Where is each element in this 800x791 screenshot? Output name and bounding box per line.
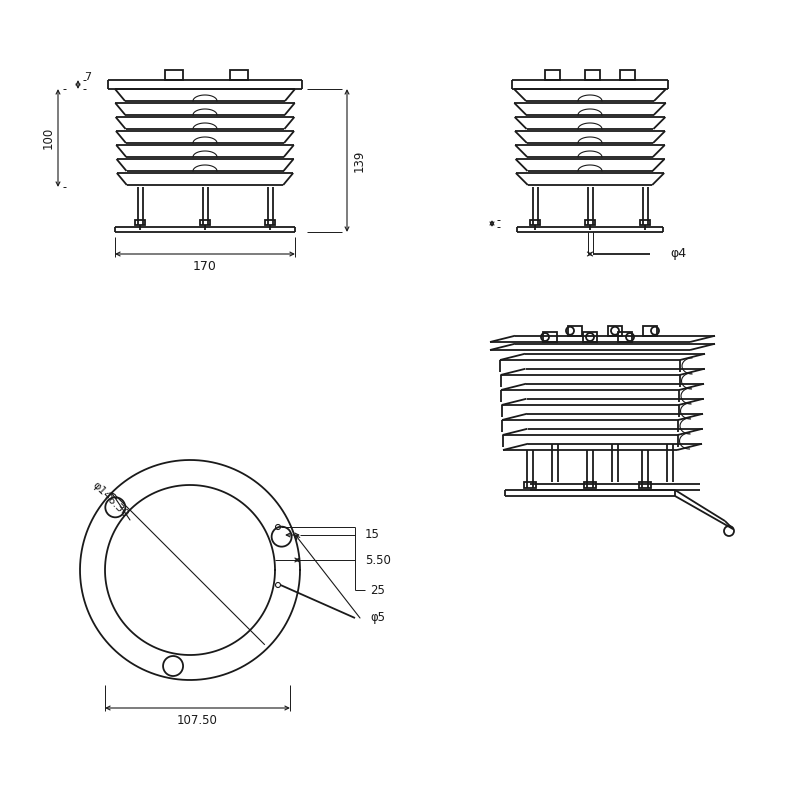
Bar	[135, 220, 145, 225]
Text: 107.50: 107.50	[177, 714, 218, 728]
Text: 5.50: 5.50	[365, 554, 391, 566]
Bar	[545, 70, 560, 80]
Bar	[200, 220, 210, 225]
Bar	[568, 326, 582, 335]
Bar	[639, 482, 651, 488]
Text: φ5: φ5	[370, 611, 385, 625]
Bar	[543, 332, 557, 342]
Bar	[524, 482, 536, 488]
Text: 100: 100	[42, 127, 54, 149]
Text: φ4: φ4	[670, 248, 686, 260]
Bar	[583, 332, 597, 342]
Bar	[230, 70, 248, 80]
Bar	[618, 332, 632, 342]
Bar	[640, 220, 650, 225]
Bar	[608, 326, 622, 335]
Bar	[530, 220, 540, 225]
Text: 7: 7	[85, 71, 91, 81]
Text: 139: 139	[353, 149, 366, 172]
Bar	[584, 482, 596, 488]
Bar	[165, 70, 183, 80]
Text: 25: 25	[370, 584, 385, 596]
Bar	[585, 220, 595, 225]
Bar	[620, 70, 635, 80]
Bar	[585, 70, 600, 80]
Text: 170: 170	[193, 259, 217, 273]
Bar	[643, 326, 657, 335]
Text: 15: 15	[365, 528, 380, 542]
Bar	[265, 220, 275, 225]
Text: φ146.30: φ146.30	[90, 480, 130, 520]
